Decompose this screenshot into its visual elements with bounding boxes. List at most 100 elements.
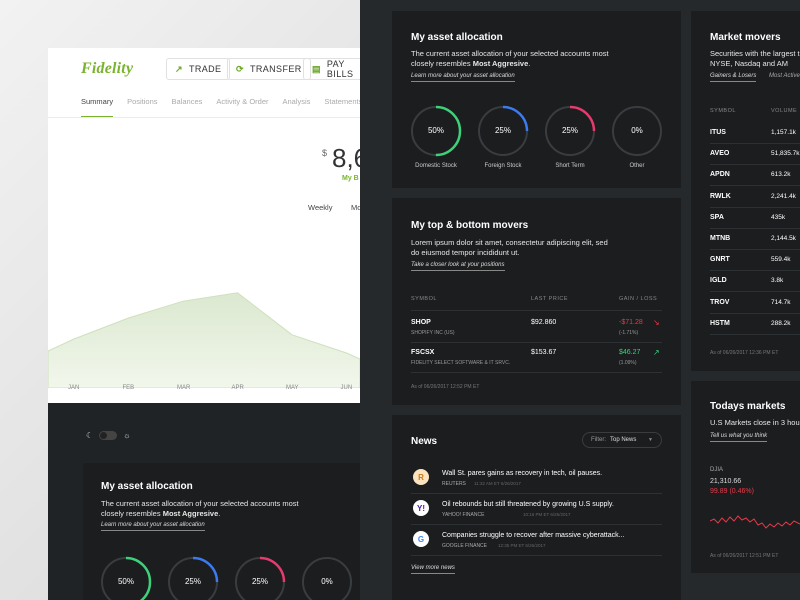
- row-volume: 2,144.5k: [771, 235, 796, 242]
- row-symbol: FSCSX: [411, 349, 435, 356]
- donut-label: Short Term: [555, 163, 585, 169]
- divider: [710, 270, 800, 272]
- row-symbol: IGLD: [710, 277, 727, 285]
- row-symbol: SHOP: [411, 319, 431, 326]
- news-title: News: [411, 436, 438, 447]
- row-pct: (-1.71%): [619, 330, 639, 336]
- pay-bills-button[interactable]: ▤ PAY BILLS: [303, 58, 360, 80]
- movers-title: My top & bottom movers: [411, 220, 529, 231]
- row-symbol: RWLK: [710, 192, 731, 200]
- row-name: SHOPIFY INC (US): [411, 330, 455, 336]
- google-avatar-icon: G: [413, 531, 429, 547]
- yahoo-avatar-icon: Y!: [413, 500, 429, 516]
- movers-link[interactable]: Take a closer look at your positions: [411, 262, 505, 271]
- feedback-link[interactable]: Tell us what you think: [710, 433, 768, 442]
- tab-activity-order[interactable]: Activity & Order: [216, 97, 269, 106]
- divider: [710, 164, 800, 166]
- divider: [710, 227, 800, 229]
- donut-value: 25%: [184, 577, 201, 586]
- market-movers-title: Market movers: [710, 32, 781, 43]
- tab-most-active[interactable]: Most Active: [769, 73, 800, 79]
- divider: [411, 555, 662, 556]
- filter-label: Filter:: [591, 437, 606, 443]
- tab-summary[interactable]: Summary: [81, 97, 114, 118]
- col-gain-loss: GAIN / LOSS: [619, 296, 658, 302]
- row-name: FIDELITY SELECT SOFTWARE & IT SRVC.: [411, 360, 511, 366]
- currency-symbol: $: [322, 148, 328, 158]
- news-time: 10:16 PM ET 6/26/2017: [523, 512, 571, 517]
- donut-1: [167, 556, 219, 600]
- view-more-news-link[interactable]: View more news: [411, 565, 455, 574]
- news-headline: Wall St. pares gains as recovery in tech…: [442, 470, 603, 477]
- divider: [411, 310, 662, 311]
- news-time: 12:35 PM ET 6/26/2017: [498, 543, 546, 548]
- movers-card: My top & bottom movers Lorem ipsum dolor…: [392, 198, 681, 405]
- asset-allocation-link[interactable]: Learn more about your asset allocation: [411, 73, 515, 82]
- row-symbol: SPA: [710, 213, 724, 221]
- asset-allocation-link[interactable]: Learn more about your asset allocation: [101, 522, 205, 531]
- row-volume: 288.2k: [771, 319, 791, 327]
- asset-allocation-card-lower: My asset allocation The current asset al…: [83, 463, 360, 600]
- divider: [411, 372, 662, 373]
- row-volume: 3.8k: [771, 277, 784, 285]
- pay-bills-label: PAY BILLS: [326, 59, 354, 79]
- donut-label: Foreign Stock: [484, 163, 522, 169]
- tab-statements[interactable]: Statements: [324, 97, 360, 106]
- donut-1: [477, 105, 529, 157]
- col-symbol: SYMBOL: [710, 108, 736, 114]
- period-monthly[interactable]: Mo: [351, 203, 360, 212]
- divider: [710, 143, 800, 144]
- row-volume: 714.7k: [771, 298, 791, 306]
- donut-0: [410, 105, 462, 157]
- todays-markets-card: Todays markets U.S Markets close in 3 ho…: [691, 381, 800, 573]
- theme-toggle[interactable]: [99, 431, 118, 440]
- donut-2: [544, 105, 596, 157]
- news-filter-select[interactable]: Filter: Top News ▼: [582, 432, 662, 448]
- period-weekly[interactable]: Weekly: [308, 203, 333, 212]
- month-label: FEB: [122, 385, 135, 391]
- month-label: JAN: [68, 385, 80, 391]
- row-symbol: MTNB: [710, 235, 731, 242]
- tab-balances[interactable]: Balances: [171, 97, 203, 106]
- balance-sub: My B: [342, 175, 359, 182]
- divider: [710, 249, 800, 250]
- index-value: 21,310.66: [710, 478, 742, 485]
- balance-area-chart: [48, 292, 360, 388]
- divider: [411, 524, 662, 525]
- month-label: APR: [231, 385, 244, 391]
- filter-value: Top News: [610, 437, 637, 443]
- news-headline: Oil rebounds but still threatened by gro…: [442, 501, 614, 508]
- row-symbol: ITUS: [710, 129, 726, 136]
- row-price: $153.67: [531, 349, 557, 356]
- donut-2: [234, 556, 286, 600]
- transfer-button[interactable]: ⟳ TRANSFER: [227, 58, 311, 80]
- month-label: MAY: [286, 385, 299, 391]
- transfer-label: TRANSFER: [249, 64, 302, 74]
- theme-toggle-row: ☾ ☼: [86, 431, 131, 440]
- news-time: 11:32 AM ET 6/26/2017: [474, 481, 521, 486]
- row-volume: 2,241.4k: [771, 192, 796, 200]
- col-symbol: SYMBOL: [411, 296, 437, 302]
- donut-3: [302, 557, 352, 600]
- todays-markets-asof: As of 06/26/2017 12:51 PM ET: [710, 553, 779, 559]
- tab-positions[interactable]: Positions: [127, 97, 158, 106]
- news-headline: Companies struggle to recover after mass…: [442, 532, 625, 539]
- donut-0: [100, 556, 152, 600]
- tab-analysis[interactable]: Analysis: [282, 97, 311, 106]
- trade-label: TRADE: [188, 64, 222, 74]
- row-gain: -$71.28: [619, 319, 643, 326]
- tab-gainers-losers[interactable]: Gainers & Losers: [710, 73, 757, 82]
- asset-allocation-desc: The current asset allocation of your sel…: [411, 49, 609, 68]
- chevron-down-icon: ▼: [648, 437, 653, 443]
- asset-allocation-desc: The current asset allocation of your sel…: [101, 499, 299, 518]
- asset-allocation-card: My asset allocation The current asset al…: [392, 11, 681, 188]
- donut-value: 0%: [321, 577, 333, 586]
- index-change: 99.89 (0.46%): [710, 488, 754, 495]
- fidelity-logo[interactable]: Fidelity: [81, 60, 134, 77]
- trade-button[interactable]: ↗ TRADE: [166, 58, 231, 80]
- trend-down-icon: ↘: [653, 318, 660, 327]
- refresh-icon: ⟳: [236, 63, 244, 74]
- news-source: GOOGLE FINANCE: [442, 543, 488, 549]
- reuters-avatar-icon: R: [413, 469, 429, 485]
- row-volume: 1,157.1k: [771, 129, 796, 136]
